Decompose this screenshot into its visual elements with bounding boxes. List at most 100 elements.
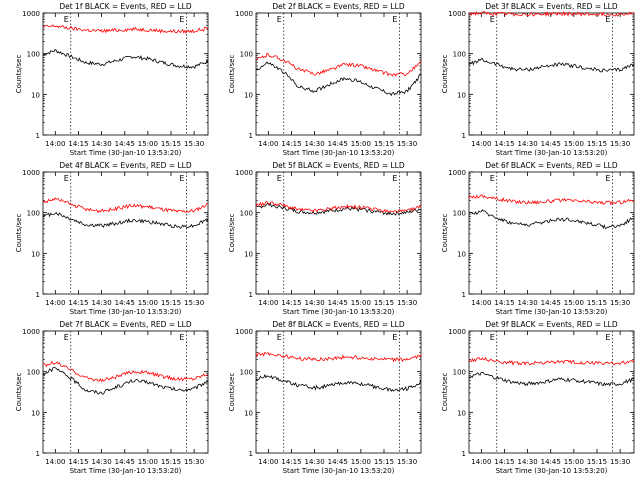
x-tick-label: 14:00 xyxy=(471,299,491,307)
x-tick-label: 14:45 xyxy=(328,299,348,307)
x-tick-label: 14:00 xyxy=(258,299,278,307)
event-marker-label: E xyxy=(605,333,610,342)
x-tick-label: 14:15 xyxy=(281,299,301,307)
x-tick-label: 15:00 xyxy=(351,299,371,307)
event-marker-label: E xyxy=(490,174,495,183)
x-axis-label: Start Time (30-Jan-10 13:53:20) xyxy=(283,149,395,157)
y-tick-label: 10 xyxy=(457,409,466,417)
y-tick-label: 1 xyxy=(462,450,466,458)
events-series-line xyxy=(468,208,635,230)
y-tick-label: 1 xyxy=(36,450,40,458)
y-tick-label: 1000 xyxy=(448,10,466,18)
lld-series-line xyxy=(255,201,422,214)
x-tick-label: 14:45 xyxy=(115,458,135,466)
panel-2: Det 2f BLACK = Events, RED = LLD 1 10 100 10… xyxy=(228,2,422,157)
x-tick-label: 14:00 xyxy=(471,140,491,148)
event-marker-label: E xyxy=(64,333,69,342)
x-tick-label: 14:45 xyxy=(541,140,561,148)
y-tick-label: 10 xyxy=(31,409,40,417)
x-tick-label: 14:00 xyxy=(471,458,491,466)
x-tick-label: 15:00 xyxy=(351,140,371,148)
x-tick-label: 15:30 xyxy=(184,299,204,307)
event-marker-label: E xyxy=(277,15,282,24)
y-tick-label: 10 xyxy=(244,91,253,99)
x-tick-label: 15:15 xyxy=(374,458,394,466)
panel-title: Det 4f BLACK = Events, RED = LLD xyxy=(59,161,192,170)
event-marker-label: E xyxy=(392,15,397,24)
event-marker-label: E xyxy=(490,333,495,342)
x-tick-label: 15:30 xyxy=(397,299,417,307)
y-tick-label: 1000 xyxy=(448,169,466,177)
x-tick-label: 15:30 xyxy=(184,458,204,466)
plot-frame xyxy=(468,171,635,295)
x-tick-label: 15:15 xyxy=(587,458,607,466)
x-tick-label: 14:45 xyxy=(541,458,561,466)
y-axis-label: Counts/sec xyxy=(15,55,23,94)
x-tick-label: 14:15 xyxy=(68,458,88,466)
y-tick-label: 1000 xyxy=(235,169,253,177)
y-tick-label: 100 xyxy=(27,369,40,377)
x-tick-label: 15:00 xyxy=(564,140,584,148)
y-tick-label: 10 xyxy=(31,250,40,258)
x-tick-label: 14:00 xyxy=(45,140,65,148)
x-tick-label: 14:45 xyxy=(541,299,561,307)
x-tick-label: 15:30 xyxy=(397,458,417,466)
x-tick-label: 14:00 xyxy=(45,299,65,307)
x-tick-label: 14:15 xyxy=(494,458,514,466)
panel-7: Det 7f BLACK = Events, RED = LLD 1 10 100 10… xyxy=(15,320,209,475)
y-axis-label: Counts/sec xyxy=(228,214,236,253)
y-axis-label: Counts/sec xyxy=(441,214,449,253)
y-axis-label: Counts/sec xyxy=(15,214,23,253)
lld-series-line xyxy=(42,24,209,34)
x-axis-label: Start Time (30-Jan-10 13:53:20) xyxy=(283,467,395,475)
events-series-line xyxy=(256,201,422,216)
y-tick-label: 1 xyxy=(36,291,40,299)
y-tick-label: 1 xyxy=(462,132,466,140)
panel-title: Det 1f BLACK = Events, RED = LLD xyxy=(59,2,192,11)
y-tick-label: 1 xyxy=(249,291,253,299)
x-tick-label: 14:15 xyxy=(281,140,301,148)
events-series-line xyxy=(468,371,635,387)
y-tick-label: 100 xyxy=(27,210,40,218)
x-tick-label: 15:15 xyxy=(161,140,181,148)
panel-title: Det 8f BLACK = Events, RED = LLD xyxy=(272,320,405,329)
x-tick-label: 15:30 xyxy=(610,299,630,307)
event-marker-label: E xyxy=(605,15,610,24)
lld-series-line xyxy=(255,351,422,363)
y-tick-label: 10 xyxy=(457,91,466,99)
lld-series-line xyxy=(468,194,635,206)
panel-4: Det 4f BLACK = Events, RED = LLD 1 10 100 10… xyxy=(15,161,209,316)
lld-series-line xyxy=(255,52,422,77)
y-tick-label: 100 xyxy=(453,51,466,59)
y-tick-label: 1 xyxy=(249,450,253,458)
event-marker-label: E xyxy=(392,174,397,183)
x-axis-label: Start Time (30-Jan-10 13:53:20) xyxy=(496,149,608,157)
x-tick-label: 14:15 xyxy=(494,140,514,148)
event-marker-label: E xyxy=(277,333,282,342)
panel-8: Det 8f BLACK = Events, RED = LLD 1 10 100 10… xyxy=(228,320,422,475)
plot-frame xyxy=(255,171,422,295)
x-axis-label: Start Time (30-Jan-10 13:53:20) xyxy=(496,467,608,475)
x-tick-label: 15:00 xyxy=(138,458,158,466)
x-tick-label: 15:15 xyxy=(161,458,181,466)
y-axis-label: Counts/sec xyxy=(228,373,236,412)
x-tick-label: 14:30 xyxy=(518,458,538,466)
lld-series-line xyxy=(468,10,634,17)
y-axis-label: Counts/sec xyxy=(15,373,23,412)
x-tick-label: 14:45 xyxy=(328,140,348,148)
panel-title: Det 7f BLACK = Events, RED = LLD xyxy=(59,320,192,329)
event-marker-label: E xyxy=(392,333,397,342)
x-tick-label: 15:00 xyxy=(351,458,371,466)
event-marker-label: E xyxy=(277,174,282,183)
y-tick-label: 1 xyxy=(462,291,466,299)
plot-frame xyxy=(468,330,635,454)
plot-frame xyxy=(255,12,422,136)
x-tick-label: 14:00 xyxy=(258,458,278,466)
y-tick-label: 100 xyxy=(240,369,253,377)
x-tick-label: 14:45 xyxy=(115,299,135,307)
lld-series-line xyxy=(42,197,209,214)
y-tick-label: 100 xyxy=(453,369,466,377)
lld-series-line xyxy=(468,356,635,366)
